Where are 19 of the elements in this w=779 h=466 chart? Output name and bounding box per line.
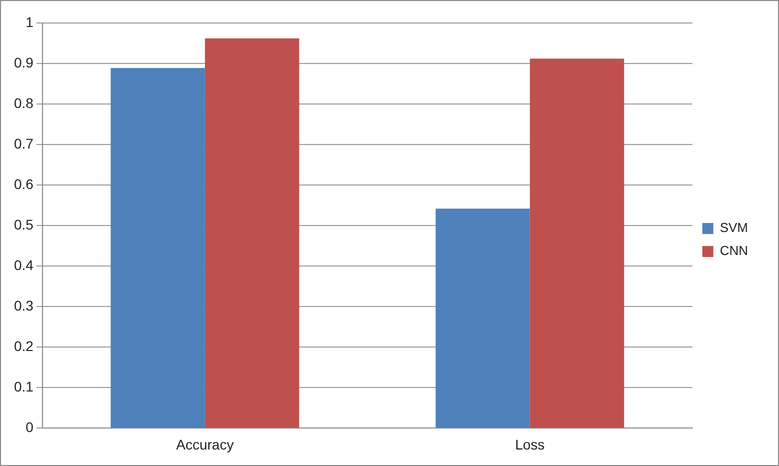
legend-label: CNN xyxy=(720,243,748,258)
y-tick-label: 0.9 xyxy=(14,54,34,70)
y-tick-label: 0.4 xyxy=(14,256,34,273)
y-tick-label: 1 xyxy=(26,14,34,30)
bar xyxy=(204,38,300,428)
y-tick-label: 0.7 xyxy=(14,135,34,152)
bar xyxy=(530,58,624,428)
x-tick-label: Accuracy xyxy=(176,436,234,452)
y-tick-label: 0.8 xyxy=(14,94,34,111)
y-tick-label: 0 xyxy=(26,419,34,436)
y-tick-label: 0.1 xyxy=(14,378,34,395)
y-tick-label: 0.5 xyxy=(14,216,34,232)
legend-label: SVM xyxy=(720,220,748,236)
x-tick-label: Loss xyxy=(515,436,545,452)
bar xyxy=(110,68,205,428)
y-tick-label: 0.6 xyxy=(14,176,34,192)
y-tick-label: 0.3 xyxy=(14,298,34,314)
bar xyxy=(436,208,530,428)
y-tick-label: 0.2 xyxy=(14,338,34,354)
